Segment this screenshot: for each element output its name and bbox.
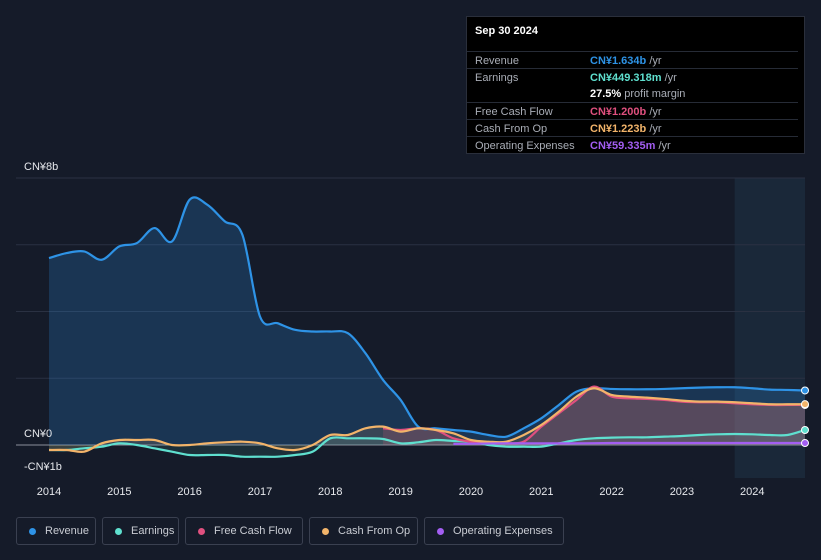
- series-areas: [49, 197, 805, 457]
- x-tick-label: 2018: [318, 486, 342, 498]
- free-cash-flow-area: [383, 386, 805, 445]
- x-axis-ticks: 2014 2015 2016 2017 2018 2019 2020 2021 2022 2023…: [37, 486, 765, 498]
- revenue-area: [49, 197, 805, 445]
- x-tick-label: 2016: [177, 486, 201, 498]
- tooltip-date: Sep 30 2024: [475, 25, 538, 37]
- tooltip-row: 27.5% profit margin: [467, 85, 798, 102]
- x-tick-label: 2021: [529, 486, 553, 498]
- tooltip-row-amount: CN¥1.223b: [590, 123, 647, 135]
- tooltip-row-unit: profit margin: [621, 88, 686, 100]
- tooltip-row-unit: /yr: [655, 140, 671, 152]
- legend-item-free-cash-flow[interactable]: Free Cash Flow: [185, 517, 303, 545]
- tooltip-row: Cash From Op CN¥1.223b /yr: [467, 119, 798, 137]
- tooltip-row-amount: CN¥1.200b: [590, 106, 647, 118]
- tooltip-row: Earnings CN¥449.318m /yr: [467, 68, 798, 86]
- legend-label: Cash From Op: [338, 525, 411, 537]
- revenue-endpoint: [801, 386, 809, 395]
- y-axis-ticks: CN¥8b CN¥0 -CN¥1b: [24, 161, 62, 473]
- y-tick-label: CN¥8b: [24, 161, 58, 173]
- x-tick-label: 2022: [599, 486, 623, 498]
- tooltip-row: Revenue CN¥1.634b /yr: [467, 51, 798, 69]
- tooltip-row-amount: CN¥1.634b: [590, 55, 647, 67]
- tooltip-row-value: CN¥1.200b /yr: [590, 106, 662, 118]
- cash-from-op-endpoint: [801, 400, 809, 409]
- tooltip-row-label: Operating Expenses: [475, 140, 575, 152]
- legend-item-revenue[interactable]: Revenue: [16, 517, 96, 545]
- legend-item-cash-from-op[interactable]: Cash From Op: [309, 517, 418, 545]
- earnings-area: [49, 430, 805, 457]
- series-endpoints: [801, 386, 809, 448]
- tooltip-panel: Sep 30 2024 Revenue CN¥1.634b /yr Earnings…: [466, 16, 805, 154]
- legend-dot-icon: [437, 527, 444, 535]
- earnings-line: [48, 428, 806, 458]
- cash-from-op-area: [49, 388, 805, 452]
- tooltip-row-value: 27.5% profit margin: [590, 88, 685, 100]
- tooltip-row-unit: /yr: [646, 123, 662, 135]
- tooltip-row: Operating Expenses CN¥59.335m /yr: [467, 136, 798, 154]
- legend-item-earnings[interactable]: Earnings: [102, 517, 179, 545]
- x-tick-label: 2015: [107, 486, 131, 498]
- operating-expenses-line: [453, 441, 806, 446]
- forecast-band: [734, 178, 805, 478]
- x-tick-label: 2023: [670, 486, 694, 498]
- tooltip-row-value: CN¥1.223b /yr: [590, 123, 662, 135]
- tooltip-row-label: Earnings: [475, 72, 519, 84]
- cash-from-op-line: [48, 387, 806, 454]
- tooltip-row-amount: CN¥59.335m: [590, 140, 656, 152]
- tooltip-row-amount: 27.5%: [590, 88, 622, 100]
- legend-dot-icon: [322, 527, 329, 535]
- tooltip-row-unit: /yr: [646, 55, 662, 67]
- legend-label: Revenue: [45, 525, 90, 537]
- legend-item-operating-expenses[interactable]: Operating Expenses: [424, 517, 564, 545]
- legend-label: Operating Expenses: [453, 525, 553, 537]
- series-lines: [48, 196, 806, 458]
- tooltip-row-unit: /yr: [646, 106, 662, 118]
- tooltip-row-label: Cash From Op: [475, 123, 548, 135]
- earnings-endpoint: [801, 426, 809, 435]
- tooltip-row-label: Revenue: [475, 55, 520, 67]
- legend-label: Free Cash Flow: [214, 525, 292, 537]
- operating-expenses-endpoint: [801, 439, 809, 448]
- x-tick-label: 2020: [459, 486, 483, 498]
- legend-label: Earnings: [131, 525, 175, 537]
- legend-dot-icon: [115, 527, 122, 535]
- legend-dot-icon: [29, 527, 36, 535]
- tooltip-row-unit: /yr: [661, 72, 677, 84]
- tooltip-row-amount: CN¥449.318m: [590, 72, 662, 84]
- x-tick-label: 2024: [740, 486, 764, 498]
- gridlines: [16, 177, 805, 446]
- x-tick-label: 2017: [248, 486, 272, 498]
- x-tick-label: 2019: [388, 486, 412, 498]
- y-tick-label: -CN¥1b: [24, 461, 62, 473]
- tooltip-row-label: Free Cash Flow: [475, 106, 553, 118]
- y-tick-label: CN¥0: [24, 428, 52, 440]
- tooltip-row-value: CN¥1.634b /yr: [590, 55, 662, 67]
- tooltip-row-value: CN¥449.318m /yr: [590, 72, 677, 84]
- legend-dot-icon: [198, 527, 205, 535]
- tooltip-row-value: CN¥59.335m /yr: [590, 140, 671, 152]
- tooltip-row: Free Cash Flow CN¥1.200b /yr: [467, 102, 798, 120]
- x-tick-label: 2014: [37, 486, 61, 498]
